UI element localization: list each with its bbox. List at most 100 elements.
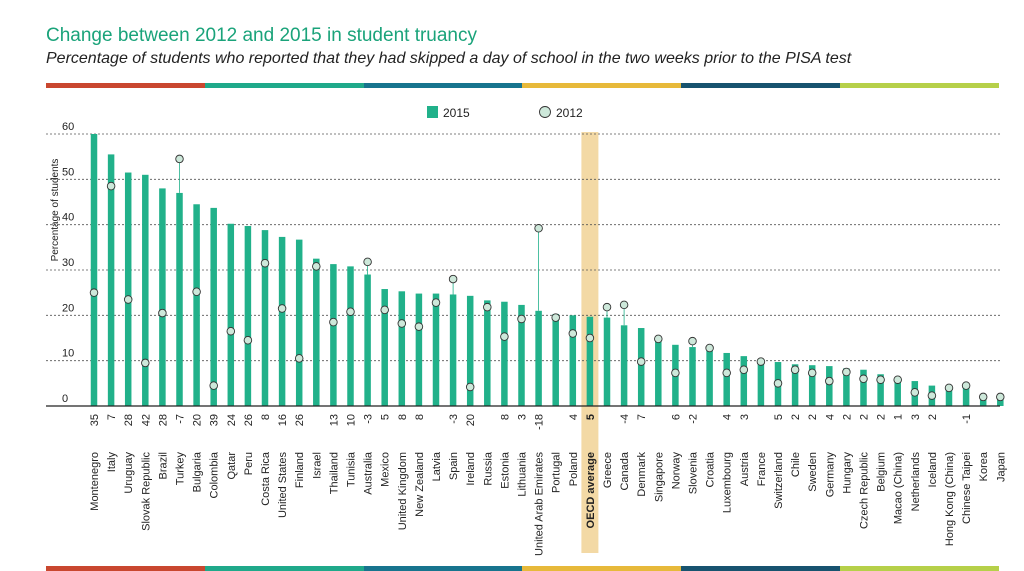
bar-2015	[501, 301, 508, 406]
marker-2012	[859, 374, 868, 384]
marker-2012	[346, 307, 355, 316]
category-label: New Zealand	[414, 452, 426, 517]
category-label: Slovenia	[688, 451, 700, 494]
bar-2015	[415, 293, 423, 406]
change-label: 42	[140, 414, 152, 426]
chart-subtitle: Percentage of students who reported that…	[46, 50, 852, 67]
bar-2015	[603, 317, 611, 406]
y-tick-label: 0	[62, 393, 68, 405]
bar-2015	[655, 338, 662, 406]
stripe-segment	[840, 83, 999, 88]
marker-2012	[876, 375, 885, 384]
change-label: 2	[859, 414, 871, 420]
bar-2015	[552, 313, 559, 406]
change-label: 2	[790, 414, 802, 420]
bar-2015	[381, 289, 388, 406]
y-tick-label: 20	[62, 302, 74, 314]
change-label: 3	[517, 414, 529, 420]
stripe-segment	[363, 83, 523, 88]
bar-2015	[860, 369, 867, 406]
marker-2012	[312, 262, 321, 271]
marker-2012	[534, 224, 543, 233]
marker-2012	[414, 322, 424, 331]
change-label: 8	[260, 414, 272, 420]
y-tick-label: 10	[62, 348, 74, 360]
category-label: Mexico	[380, 452, 392, 487]
category-label: Peru	[243, 452, 255, 475]
bar-2015	[518, 304, 525, 406]
category-label: Israel	[311, 452, 323, 479]
change-label: 28	[123, 414, 135, 426]
category-label: Switzerland	[773, 452, 785, 509]
y-tick-label: 40	[62, 212, 74, 224]
marker-2012	[602, 302, 612, 312]
category-label: Hungary	[841, 452, 853, 494]
marker-2012	[431, 298, 441, 307]
category-label: Estonia	[499, 451, 511, 489]
category-label: Bulgaria	[192, 451, 204, 492]
marker-2012	[123, 295, 133, 304]
marker-2012	[448, 274, 458, 284]
stripe-segment	[840, 566, 999, 571]
top-color-stripe	[46, 83, 999, 88]
marker-2012	[209, 381, 218, 390]
bar-2015	[997, 397, 1004, 406]
category-label: Spain	[448, 452, 460, 480]
category-label: Costa Rica	[260, 451, 272, 506]
change-label: 4	[722, 414, 734, 420]
stripe-segment	[363, 566, 523, 571]
bar-2015	[808, 365, 816, 406]
bar-2015	[449, 294, 457, 406]
category-label: Brazil	[157, 452, 169, 480]
bar-2015	[330, 264, 337, 406]
y-tick-label: 30	[62, 257, 74, 269]
marker-2012	[688, 336, 697, 346]
change-label: 26	[243, 414, 255, 426]
change-label: 10	[346, 414, 358, 426]
change-label: 4	[568, 414, 580, 420]
marker-2012	[294, 354, 304, 363]
category-label: Portugal	[551, 452, 563, 493]
marker-2012	[175, 154, 184, 164]
bar-2015	[432, 293, 440, 406]
marker-2012	[654, 334, 663, 344]
category-label: Montenegro	[89, 452, 101, 511]
marker-2012	[619, 300, 629, 310]
marker-2012	[910, 388, 920, 397]
bar-2015	[843, 368, 850, 406]
bar-2015	[193, 204, 200, 406]
chart-title: Change between 2012 and 2015 in student …	[46, 25, 477, 46]
category-label: Luxembourg	[722, 452, 734, 513]
change-label: 20	[192, 414, 204, 426]
bar-2015	[107, 154, 115, 406]
bar-2015	[894, 377, 901, 406]
category-label: Sweden	[807, 452, 819, 492]
bar-2015	[637, 328, 645, 406]
change-label: 1	[893, 414, 905, 420]
category-label: Denmark	[636, 452, 648, 497]
category-label: Colombia	[209, 451, 221, 498]
change-label: 5	[773, 414, 785, 420]
change-label: 2	[841, 414, 853, 420]
stripe-segment	[522, 83, 682, 88]
change-label: -3	[448, 414, 460, 424]
marker-2012	[978, 392, 988, 402]
stripe-segment	[681, 566, 841, 571]
bar-2015	[791, 364, 799, 406]
stripe-segment	[681, 83, 841, 88]
marker-2012	[465, 382, 475, 392]
bar-2015	[620, 325, 628, 406]
change-label: 7	[636, 414, 648, 420]
marker-2012	[192, 287, 201, 297]
bar-2015	[706, 349, 713, 406]
category-label: Croatia	[705, 451, 717, 487]
category-label: Ireland	[465, 452, 477, 486]
category-label: Poland	[568, 452, 580, 486]
bar-2015	[278, 236, 286, 406]
marker-2012	[397, 319, 407, 328]
change-label: -4	[619, 414, 631, 424]
category-label: Qatar	[226, 452, 238, 480]
category-label: Singapore	[653, 452, 665, 502]
marker-2012	[893, 375, 902, 384]
category-label: Austria	[739, 451, 751, 486]
